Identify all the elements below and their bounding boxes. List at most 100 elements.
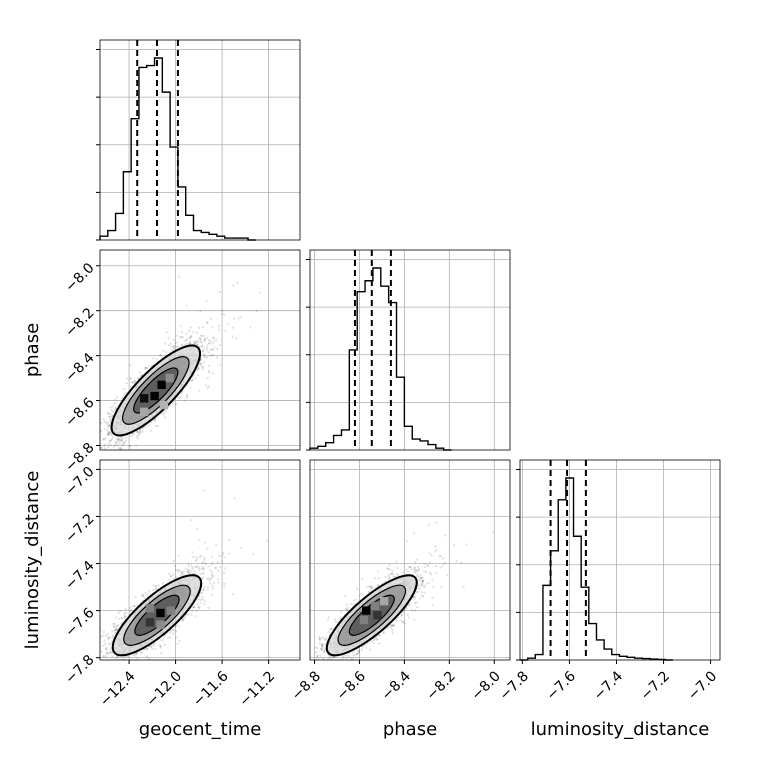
sample-point bbox=[108, 431, 111, 434]
sample-point bbox=[124, 608, 127, 611]
sample-point bbox=[103, 444, 106, 447]
sample-point bbox=[217, 554, 221, 557]
sample-point bbox=[138, 433, 141, 436]
sample-point bbox=[190, 335, 193, 338]
sample-point bbox=[201, 367, 204, 370]
sample-point bbox=[131, 669, 133, 671]
sample-point bbox=[152, 644, 155, 647]
sample-point bbox=[185, 342, 188, 346]
sample-point bbox=[200, 567, 203, 570]
sample-point bbox=[189, 342, 192, 345]
sample-point bbox=[181, 335, 184, 339]
sample-point bbox=[111, 655, 114, 658]
sample-point bbox=[105, 661, 107, 663]
sample-point bbox=[193, 605, 196, 609]
sample-point bbox=[330, 627, 334, 630]
sample-point bbox=[206, 547, 209, 550]
sample-point bbox=[117, 440, 120, 443]
sample-point bbox=[108, 434, 111, 437]
sample-point bbox=[198, 556, 201, 559]
sample-point bbox=[206, 321, 209, 324]
sample-point bbox=[153, 418, 157, 421]
sample-point bbox=[123, 615, 127, 619]
sample-point bbox=[190, 335, 193, 338]
sample-point bbox=[233, 317, 236, 321]
sample-point bbox=[209, 582, 212, 585]
sample-point bbox=[117, 624, 120, 627]
sample-point bbox=[197, 605, 200, 609]
sample-point bbox=[118, 448, 122, 450]
sample-point bbox=[192, 572, 195, 575]
sample-point bbox=[133, 380, 137, 383]
sample-point bbox=[205, 577, 209, 580]
scatter-panel-geocent_time-phase bbox=[95, 249, 301, 451]
scatter-panel-phase-luminosity_distance bbox=[309, 459, 511, 661]
sample-point bbox=[122, 440, 126, 444]
sample-point bbox=[184, 339, 187, 343]
sample-point bbox=[168, 579, 171, 582]
sample-point bbox=[208, 371, 211, 374]
sample-point bbox=[175, 629, 178, 633]
sample-point bbox=[189, 326, 192, 329]
sample-point bbox=[111, 410, 114, 413]
sample-point bbox=[202, 588, 205, 591]
sample-point bbox=[123, 387, 126, 391]
sample-point bbox=[202, 347, 205, 350]
sample-point bbox=[106, 637, 110, 640]
sample-point bbox=[105, 652, 108, 655]
sample-point bbox=[97, 653, 99, 655]
sample-point bbox=[141, 430, 144, 433]
sample-point bbox=[231, 592, 234, 596]
sample-point bbox=[169, 574, 172, 578]
sample-point bbox=[170, 345, 173, 348]
sample-point bbox=[200, 554, 203, 557]
sample-point bbox=[162, 413, 165, 416]
sample-point bbox=[211, 584, 214, 587]
sample-point bbox=[141, 594, 144, 597]
sample-point bbox=[192, 331, 195, 334]
density-cell bbox=[145, 618, 155, 627]
sample-point bbox=[95, 431, 97, 433]
sample-point bbox=[206, 376, 209, 380]
sample-point bbox=[199, 591, 202, 594]
sample-point bbox=[116, 628, 119, 631]
density-cell bbox=[140, 407, 149, 416]
hist-panel-phase bbox=[306, 249, 511, 451]
sample-point bbox=[106, 423, 109, 426]
sample-point bbox=[228, 538, 231, 542]
sample-point bbox=[210, 574, 213, 577]
sample-point bbox=[108, 439, 111, 442]
sample-point bbox=[197, 326, 200, 329]
sample-point bbox=[223, 571, 226, 575]
sample-point bbox=[164, 410, 168, 413]
sample-point bbox=[120, 617, 123, 620]
sample-point bbox=[130, 380, 134, 384]
sample-point bbox=[100, 421, 103, 424]
sample-point bbox=[442, 563, 445, 566]
sample-point bbox=[156, 425, 159, 428]
sample-point bbox=[218, 343, 221, 346]
sample-point bbox=[89, 652, 91, 654]
sample-point bbox=[109, 420, 112, 423]
sample-point bbox=[222, 552, 225, 555]
sample-point bbox=[194, 615, 197, 618]
sample-point bbox=[180, 572, 183, 575]
sample-point bbox=[160, 356, 163, 359]
sample-point bbox=[162, 411, 165, 415]
sample-point bbox=[115, 626, 118, 629]
sample-point bbox=[149, 645, 153, 649]
sample-point bbox=[213, 340, 216, 343]
panel-frame bbox=[519, 459, 721, 661]
sample-point bbox=[115, 443, 119, 446]
sample-point bbox=[185, 304, 188, 307]
sample-point bbox=[199, 362, 202, 365]
sample-point bbox=[111, 405, 114, 408]
sample-point bbox=[361, 577, 364, 581]
plot-area bbox=[95, 250, 300, 450]
sample-point bbox=[132, 653, 135, 657]
sample-point bbox=[192, 606, 196, 609]
sample-point bbox=[198, 598, 201, 601]
sample-point bbox=[105, 647, 108, 651]
sample-point bbox=[143, 596, 146, 599]
